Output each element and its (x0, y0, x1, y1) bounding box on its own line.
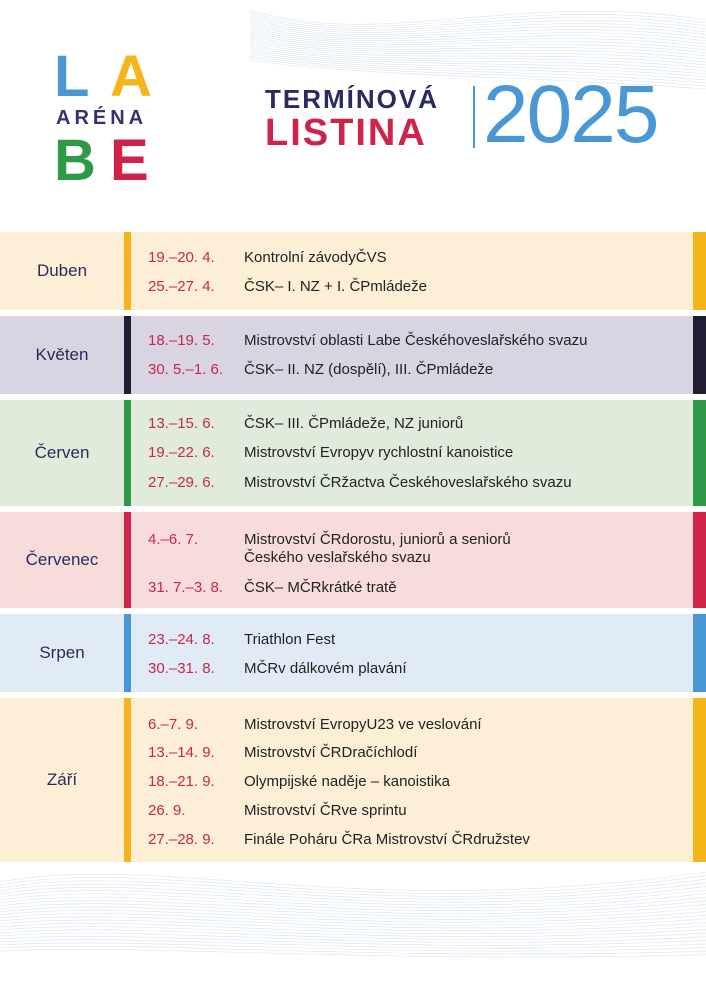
month-name: Červen (34, 443, 90, 462)
event-description: Mistrovství ČRdorostu, juniorů a seniorů (244, 531, 511, 548)
logo-letter-l: L (54, 44, 90, 109)
event-date: 30. 5.–1. 6. (148, 361, 224, 378)
month-band: Srpen 23.–24. 8. Triathlon Fest 30.–31. 8. M… (0, 614, 706, 692)
month-band: Duben 19.–20. 4. Kontrolní závodyČVS 25.–27… (0, 232, 706, 310)
month-accent-bar-left (124, 316, 131, 394)
event-description: MČRv dálkovém plavání (244, 660, 407, 677)
title-line-2: LISTINA (265, 112, 427, 154)
month-name: Srpen (39, 643, 85, 662)
month-accent-bar-right (693, 698, 706, 862)
month-band: Červen 13.–15. 6. ČSK– III. ČPmládeže, NZ … (0, 400, 706, 506)
title-year: 2025 (483, 69, 659, 160)
event-date: 18.–19. 5. (148, 332, 215, 349)
month-name: Květen (35, 345, 89, 364)
logo-letter-a: A (110, 44, 152, 109)
month-accent-bar-left (124, 512, 131, 608)
month-accent-bar-left (124, 232, 131, 310)
month-band: Září 6.–7. 9. Mistrovství EvropyU23 ve ves… (0, 698, 706, 862)
title-line-1: TERMÍNOVÁ (265, 84, 439, 114)
event-date: 18.–21. 9. (148, 773, 215, 790)
month-name: Září (46, 770, 78, 789)
month-accent-bar-right (693, 316, 706, 394)
month-accent-bar-right (693, 512, 706, 608)
event-description: Mistrovství ČRve sprintu (244, 802, 407, 819)
logo-letter-b: B (54, 128, 96, 193)
event-description: Kontrolní závodyČVS (244, 249, 387, 266)
event-description: ČSK– I. NZ + I. ČPmládeže (244, 278, 427, 295)
month-name: Červenec (25, 550, 99, 569)
month-band: Červenec 4.–6. 7. Mistrovství ČRdorostu, j… (0, 512, 706, 608)
event-description: Mistrovství ČRDračíchlodí (244, 744, 418, 761)
event-description: Finále Poháru ČRa Mistrovství ČRdružstev (244, 831, 530, 848)
event-date: 19.–22. 6. (148, 444, 215, 461)
event-date: 19.–20. 4. (148, 249, 215, 266)
logo-letter-e: E (110, 128, 149, 193)
event-description: Mistrovství EvropyU23 ve veslování (244, 716, 482, 733)
title-divider (473, 86, 475, 148)
event-date: 23.–24. 8. (148, 631, 215, 648)
event-description-line-2: Českého veslařského svazu (244, 549, 431, 566)
event-date: 13.–14. 9. (148, 744, 215, 761)
event-description: Triathlon Fest (244, 631, 336, 648)
event-date: 31. 7.–3. 8. (148, 579, 224, 596)
month-accent-bar-right (693, 614, 706, 692)
month-accent-bar-left (124, 698, 131, 862)
event-description: ČSK– II. NZ (dospělí), III. ČPmládeže (244, 361, 494, 378)
event-description: ČSK– III. ČPmládeže, NZ juniorů (244, 415, 464, 432)
event-description: Mistrovství oblasti Labe Českéhoveslařsk… (244, 332, 588, 349)
event-date: 30.–31. 8. (148, 660, 215, 677)
month-accent-bar-left (124, 614, 131, 692)
month-accent-bar-right (693, 400, 706, 506)
event-description: Olympijské naděje – kanoistika (244, 773, 450, 790)
event-date: 4.–6. 7. (148, 531, 199, 548)
event-description: Mistrovství ČRžactva Českéhoveslařského … (244, 474, 572, 491)
event-description: ČSK– MČRkrátké tratě (244, 579, 397, 596)
month-accent-bar-left (124, 400, 131, 506)
logo-arena-text: ARÉNA (56, 107, 148, 129)
event-description: Mistrovství Evropyv rychlostní kanoistic… (244, 444, 514, 461)
labe-arena-logo: L A ARÉNA B E (54, 48, 166, 190)
event-date: 25.–27. 4. (148, 278, 215, 295)
event-date: 13.–15. 6. (148, 415, 215, 432)
event-date: 27.–28. 9. (148, 831, 215, 848)
event-date: 27.–29. 6. (148, 474, 215, 491)
event-date: 26. 9. (148, 802, 186, 819)
month-band: Květen 18.–19. 5. Mistrovství oblasti Labe… (0, 316, 706, 394)
bottom-wave-decoration (0, 871, 706, 958)
month-name: Duben (36, 261, 88, 280)
event-date: 6.–7. 9. (148, 716, 199, 733)
month-accent-bar-right (693, 232, 706, 310)
